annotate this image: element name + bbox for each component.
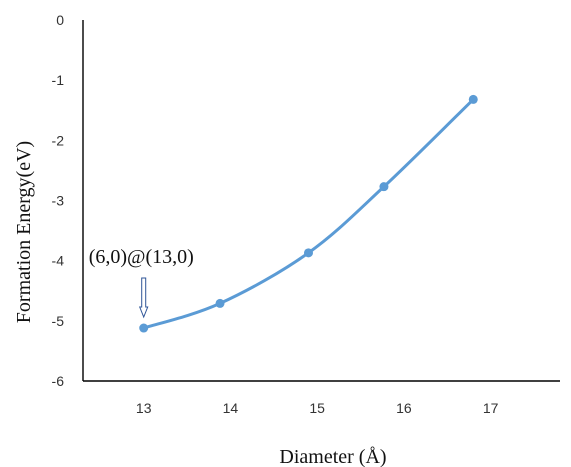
annotation-label: (6,0)@(13,0) xyxy=(89,246,194,268)
y-tick-label: -3 xyxy=(52,193,65,209)
y-tick-label: -1 xyxy=(52,72,65,88)
series-layer xyxy=(139,94,478,333)
data-point xyxy=(139,323,149,333)
data-point xyxy=(215,298,225,308)
y-tick-label: -6 xyxy=(52,373,65,389)
annotation: (6,0)@(13,0) xyxy=(89,246,194,319)
annotation-arrow xyxy=(138,277,149,319)
data-point xyxy=(379,182,389,192)
x-tick-label: 13 xyxy=(136,400,152,416)
data-point xyxy=(303,248,313,258)
x-tick-label: 14 xyxy=(223,400,239,416)
x-tick-label: 15 xyxy=(309,400,325,416)
x-tick-label: 16 xyxy=(396,400,412,416)
x-axis-title: Diameter (Å) xyxy=(279,446,386,467)
y-tick-labels: 0 -1 -2 -3 -4 -5 -6 xyxy=(52,12,65,389)
data-point xyxy=(468,94,478,104)
series-line xyxy=(142,97,475,330)
y-axis-title: Formation Energy(eV) xyxy=(13,141,35,323)
x-tick-labels: 13 14 15 16 17 xyxy=(136,400,499,416)
y-tick-label: -4 xyxy=(52,253,65,269)
y-tick-label: -2 xyxy=(52,132,65,148)
x-tick-label: 17 xyxy=(483,400,499,416)
y-tick-label: 0 xyxy=(56,12,64,28)
y-tick-label: -5 xyxy=(52,313,65,329)
